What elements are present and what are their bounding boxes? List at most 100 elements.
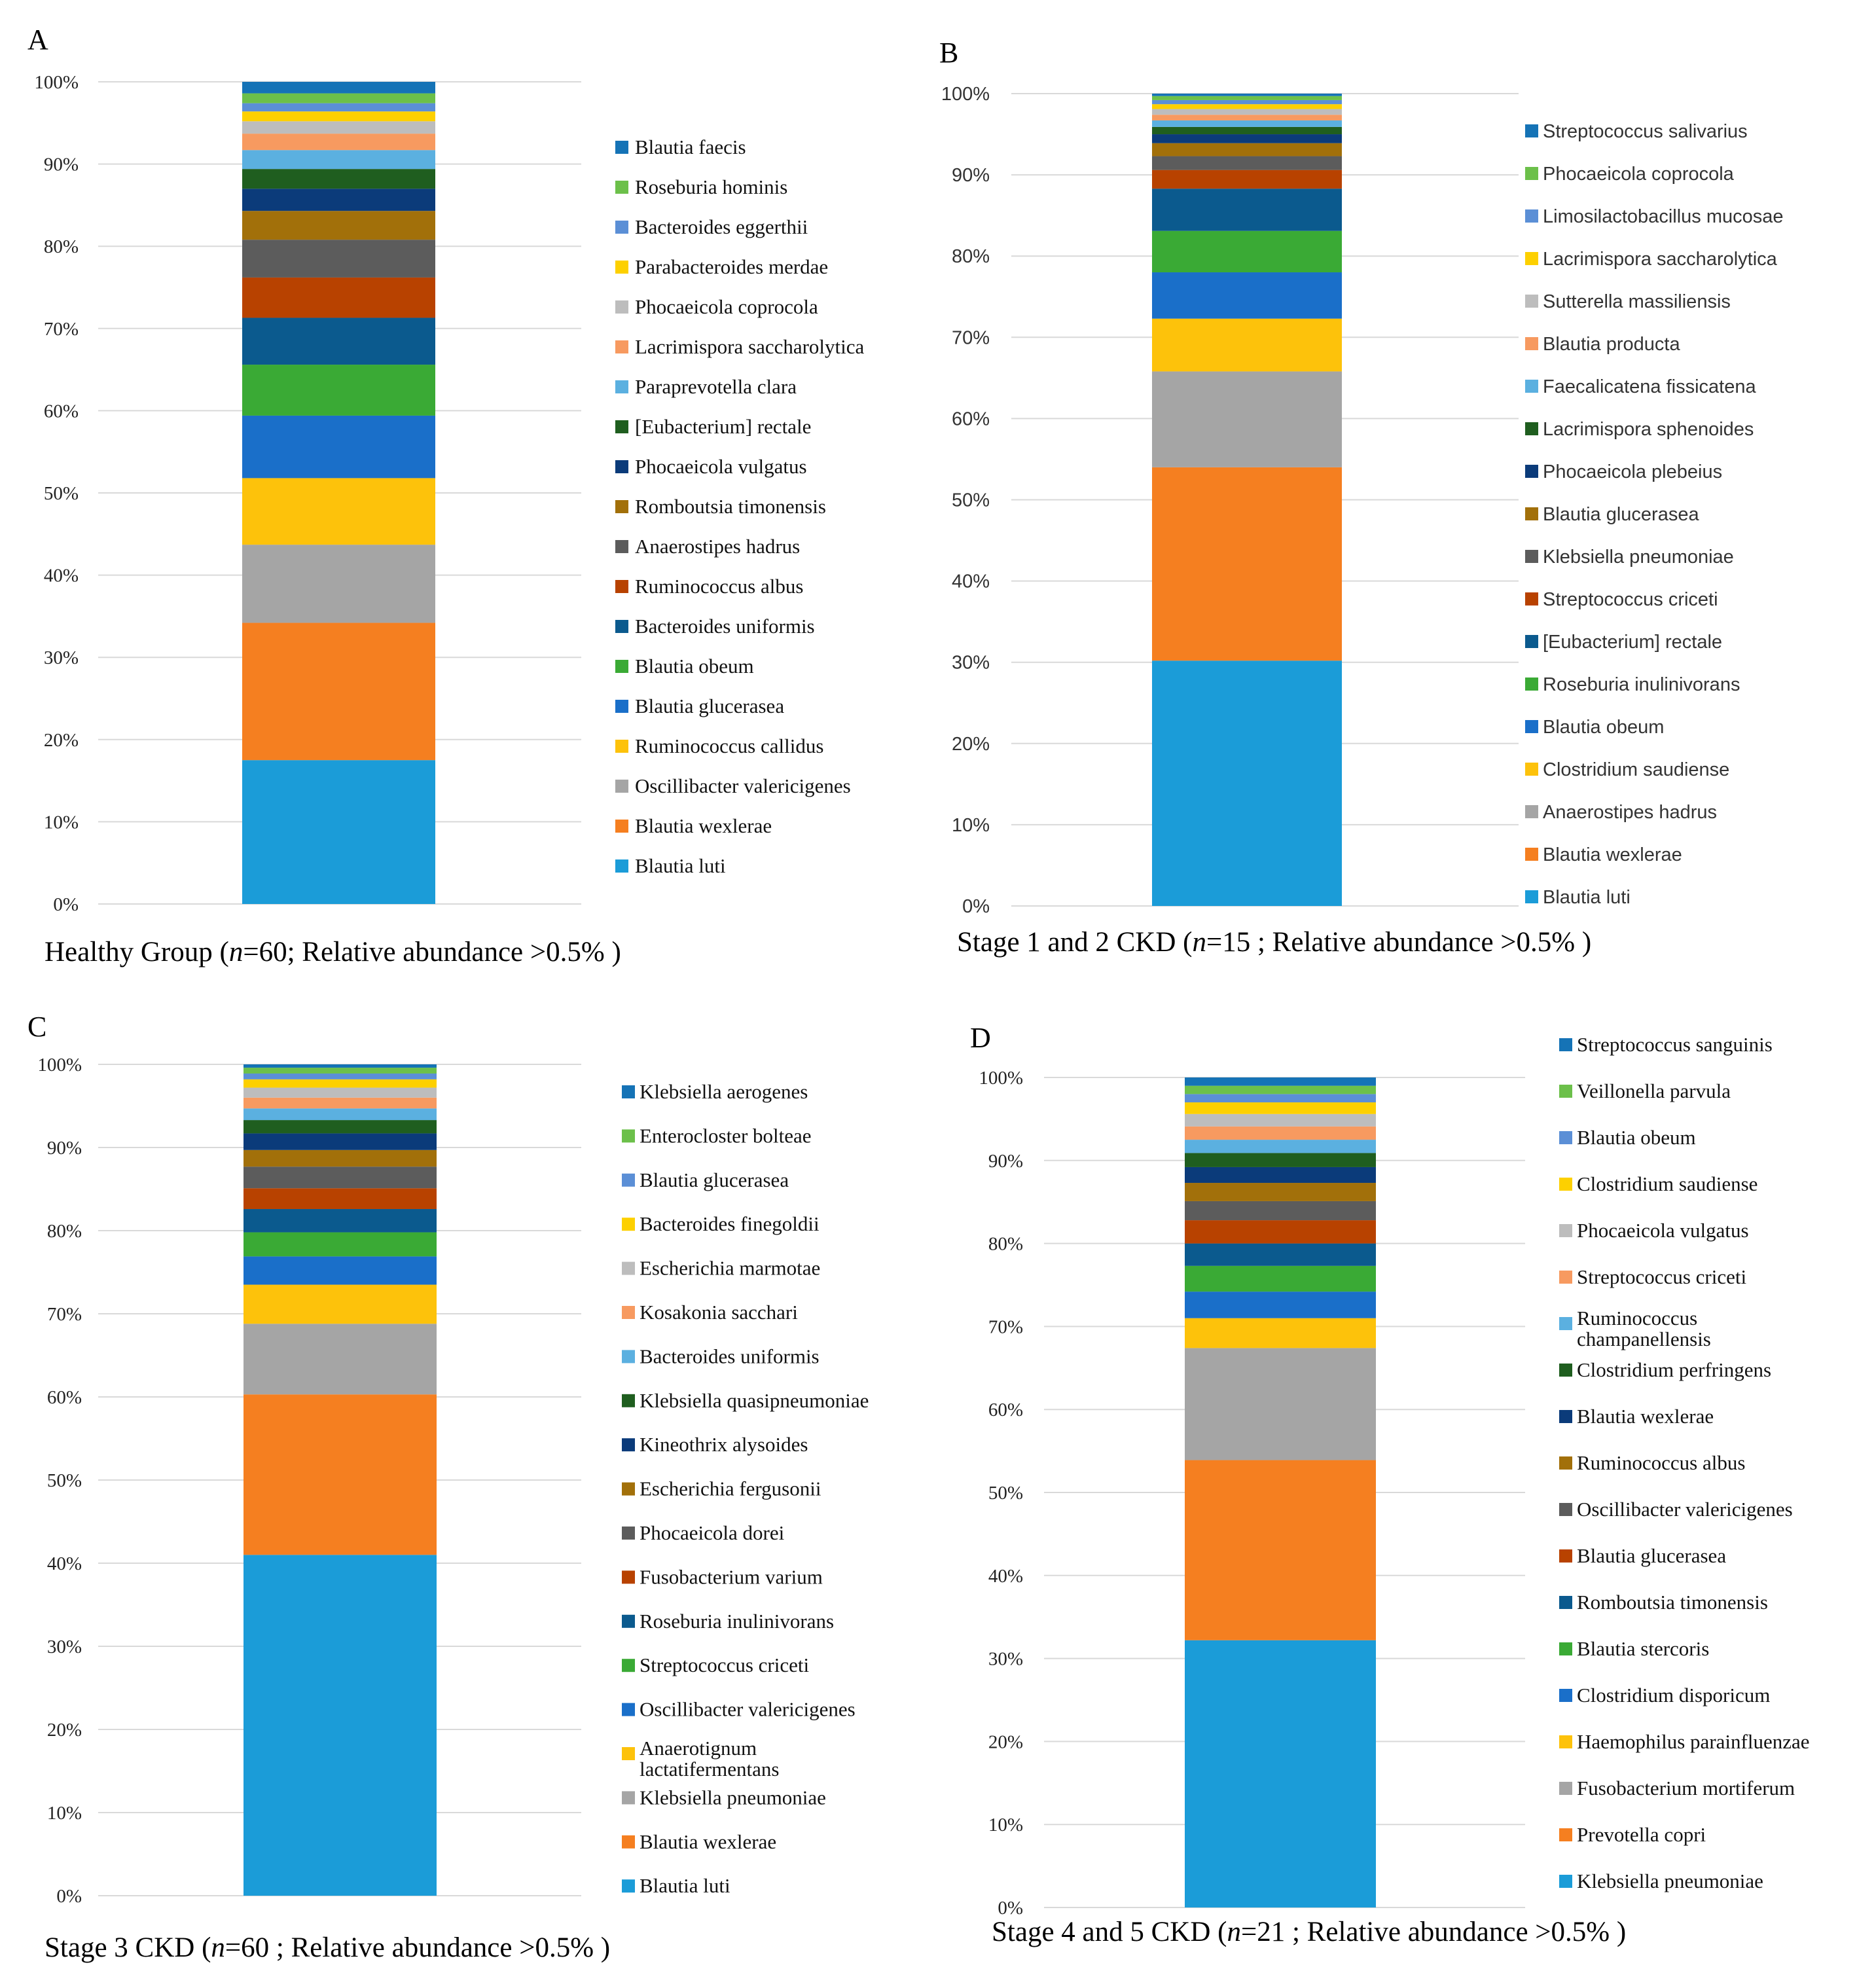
legend-swatch [1525, 678, 1538, 691]
legend-label: Clostridium saudiense [1543, 759, 1729, 780]
legend-label: Blautia glucerasea [1543, 504, 1699, 525]
legend-swatch [1559, 1038, 1572, 1051]
y-tick-label: 10% [44, 812, 79, 833]
legend-label: Streptococcus criceti [640, 1654, 809, 1676]
legend-label: Blautia faecis [635, 136, 746, 158]
bar-segment [243, 1166, 437, 1189]
legend-label: Bacteroides uniformis [640, 1345, 820, 1367]
panel-caption: Stage 3 CKD (n=60 ; Relative abundance >… [45, 1932, 610, 1963]
legend-label: Fusobacterium mortiferum [1577, 1777, 1795, 1799]
bar-segment [242, 623, 435, 761]
bar-segment [242, 150, 435, 170]
legend-label: Veillonella parvula [1577, 1079, 1731, 1102]
legend-label: Clostridium saudiense [1577, 1172, 1758, 1195]
bar-segment [243, 1087, 437, 1098]
legend-label: Blautia wexlerae [635, 814, 772, 837]
legend-swatch [1559, 1642, 1572, 1655]
legend-swatch [615, 540, 628, 553]
bar-segment [1185, 1640, 1376, 1907]
panel-caption: Healthy Group (n=60; Relative abundance … [45, 937, 621, 967]
bar-segment [1152, 318, 1342, 372]
bar-segment [1185, 1460, 1376, 1640]
y-tick-label: 70% [988, 1316, 1023, 1337]
legend-label: Lacrimispora saccharolytica [635, 335, 865, 358]
bar-segment [1185, 1201, 1376, 1221]
bar-segment [1185, 1140, 1376, 1153]
legend-swatch [615, 181, 628, 194]
legend-swatch [1559, 1410, 1572, 1423]
panel-letter: C [27, 1011, 46, 1043]
legend-swatch [1559, 1828, 1572, 1841]
bar-segment [1152, 96, 1342, 100]
legend-swatch [622, 1703, 635, 1716]
legend-swatch [1525, 805, 1538, 818]
y-tick-label: 70% [44, 319, 79, 340]
panel-b: B 0% 10% 20% 30% 40% 50% 60% 70% 80% 90% 100% Strept… [939, 37, 1784, 958]
legend-swatch [622, 1527, 635, 1540]
legend-swatch [1559, 1131, 1572, 1144]
legend-swatch [1525, 592, 1538, 605]
legend-label: Oscillibacter valericigenes [635, 774, 851, 797]
panel-a: A 0% 10% 20% 30% 40% 50% 60% 70% 80% 90% 100% Blauti… [27, 24, 865, 967]
y-tick-label: 30% [44, 647, 79, 668]
bar-segment [1185, 1094, 1376, 1103]
legend-label: Blautia wexlerae [1577, 1405, 1714, 1428]
bar-segment [243, 1133, 437, 1150]
legend-label: Clostridium perfringens [1577, 1358, 1771, 1381]
bar-segment [243, 1555, 437, 1896]
legend-label: Phocaeicola vulgatus [1577, 1219, 1749, 1242]
legend-label: Blautia obeum [635, 655, 754, 678]
y-tick-label: 30% [988, 1649, 1023, 1670]
legend-label: Ruminococcus albus [635, 575, 803, 598]
legend-label: Phocaeicola coprocola [1543, 164, 1735, 185]
bar-segment [242, 134, 435, 151]
legend-swatch [615, 380, 628, 393]
bar-segment [1152, 230, 1342, 273]
bar-segment [242, 277, 435, 318]
legend-label: Blautia stercoris [1577, 1637, 1709, 1660]
legend-label: Escherichia marmotae [640, 1257, 820, 1280]
y-tick-label: 50% [47, 1470, 82, 1491]
y-tick-label: 80% [47, 1221, 82, 1242]
y-tick-label: 80% [44, 236, 79, 257]
legend-swatch [1525, 763, 1538, 776]
bar-segment [1152, 134, 1342, 143]
legend-swatch [1559, 1224, 1572, 1237]
y-tick-label: 10% [988, 1815, 1023, 1835]
legend-label: Streptococcus salivarius [1543, 121, 1748, 142]
y-tick-label: 40% [44, 566, 79, 587]
legend-label: Phocaeicola dorei [640, 1521, 785, 1544]
legend-label: Oscillibacter valericigenes [640, 1698, 856, 1721]
legend-label: Blautia glucerasea [640, 1168, 789, 1191]
legend-swatch [1559, 1689, 1572, 1702]
legend-label: Romboutsia timonensis [1577, 1591, 1768, 1614]
legend-label: Blautia wexlerae [640, 1830, 776, 1853]
legend-swatch [622, 1129, 635, 1143]
y-tick-label: 100% [37, 1055, 82, 1075]
legend-swatch [615, 620, 628, 633]
bar-segment [1185, 1265, 1376, 1292]
legend-swatch [622, 1835, 635, 1849]
bar-segment [1152, 189, 1342, 231]
bar-segment [242, 169, 435, 189]
bar-segment [243, 1324, 437, 1395]
legend-label: Faecalicatena fissicatena [1543, 376, 1756, 397]
legend-swatch [1525, 720, 1538, 733]
legend-label: Blautia luti [1543, 887, 1631, 908]
bar-segment [1185, 1292, 1376, 1318]
bar-segment [242, 478, 435, 545]
legend-label: Klebsiella pneumoniae [1577, 1870, 1763, 1892]
bar-segment [242, 82, 435, 94]
legend-swatch [622, 1747, 635, 1760]
legend-swatch [622, 1659, 635, 1672]
bar-segment [1152, 126, 1342, 135]
bar-segment [1152, 120, 1342, 127]
bar-segment [1152, 109, 1342, 115]
legend-swatch [615, 420, 628, 433]
legend-swatch [622, 1438, 635, 1452]
legend-swatch [1525, 465, 1538, 478]
bar-segment [1152, 156, 1342, 170]
legend-swatch [615, 780, 628, 793]
bar-segment [242, 93, 435, 103]
legend-label: Fusobacterium varium [640, 1565, 823, 1588]
